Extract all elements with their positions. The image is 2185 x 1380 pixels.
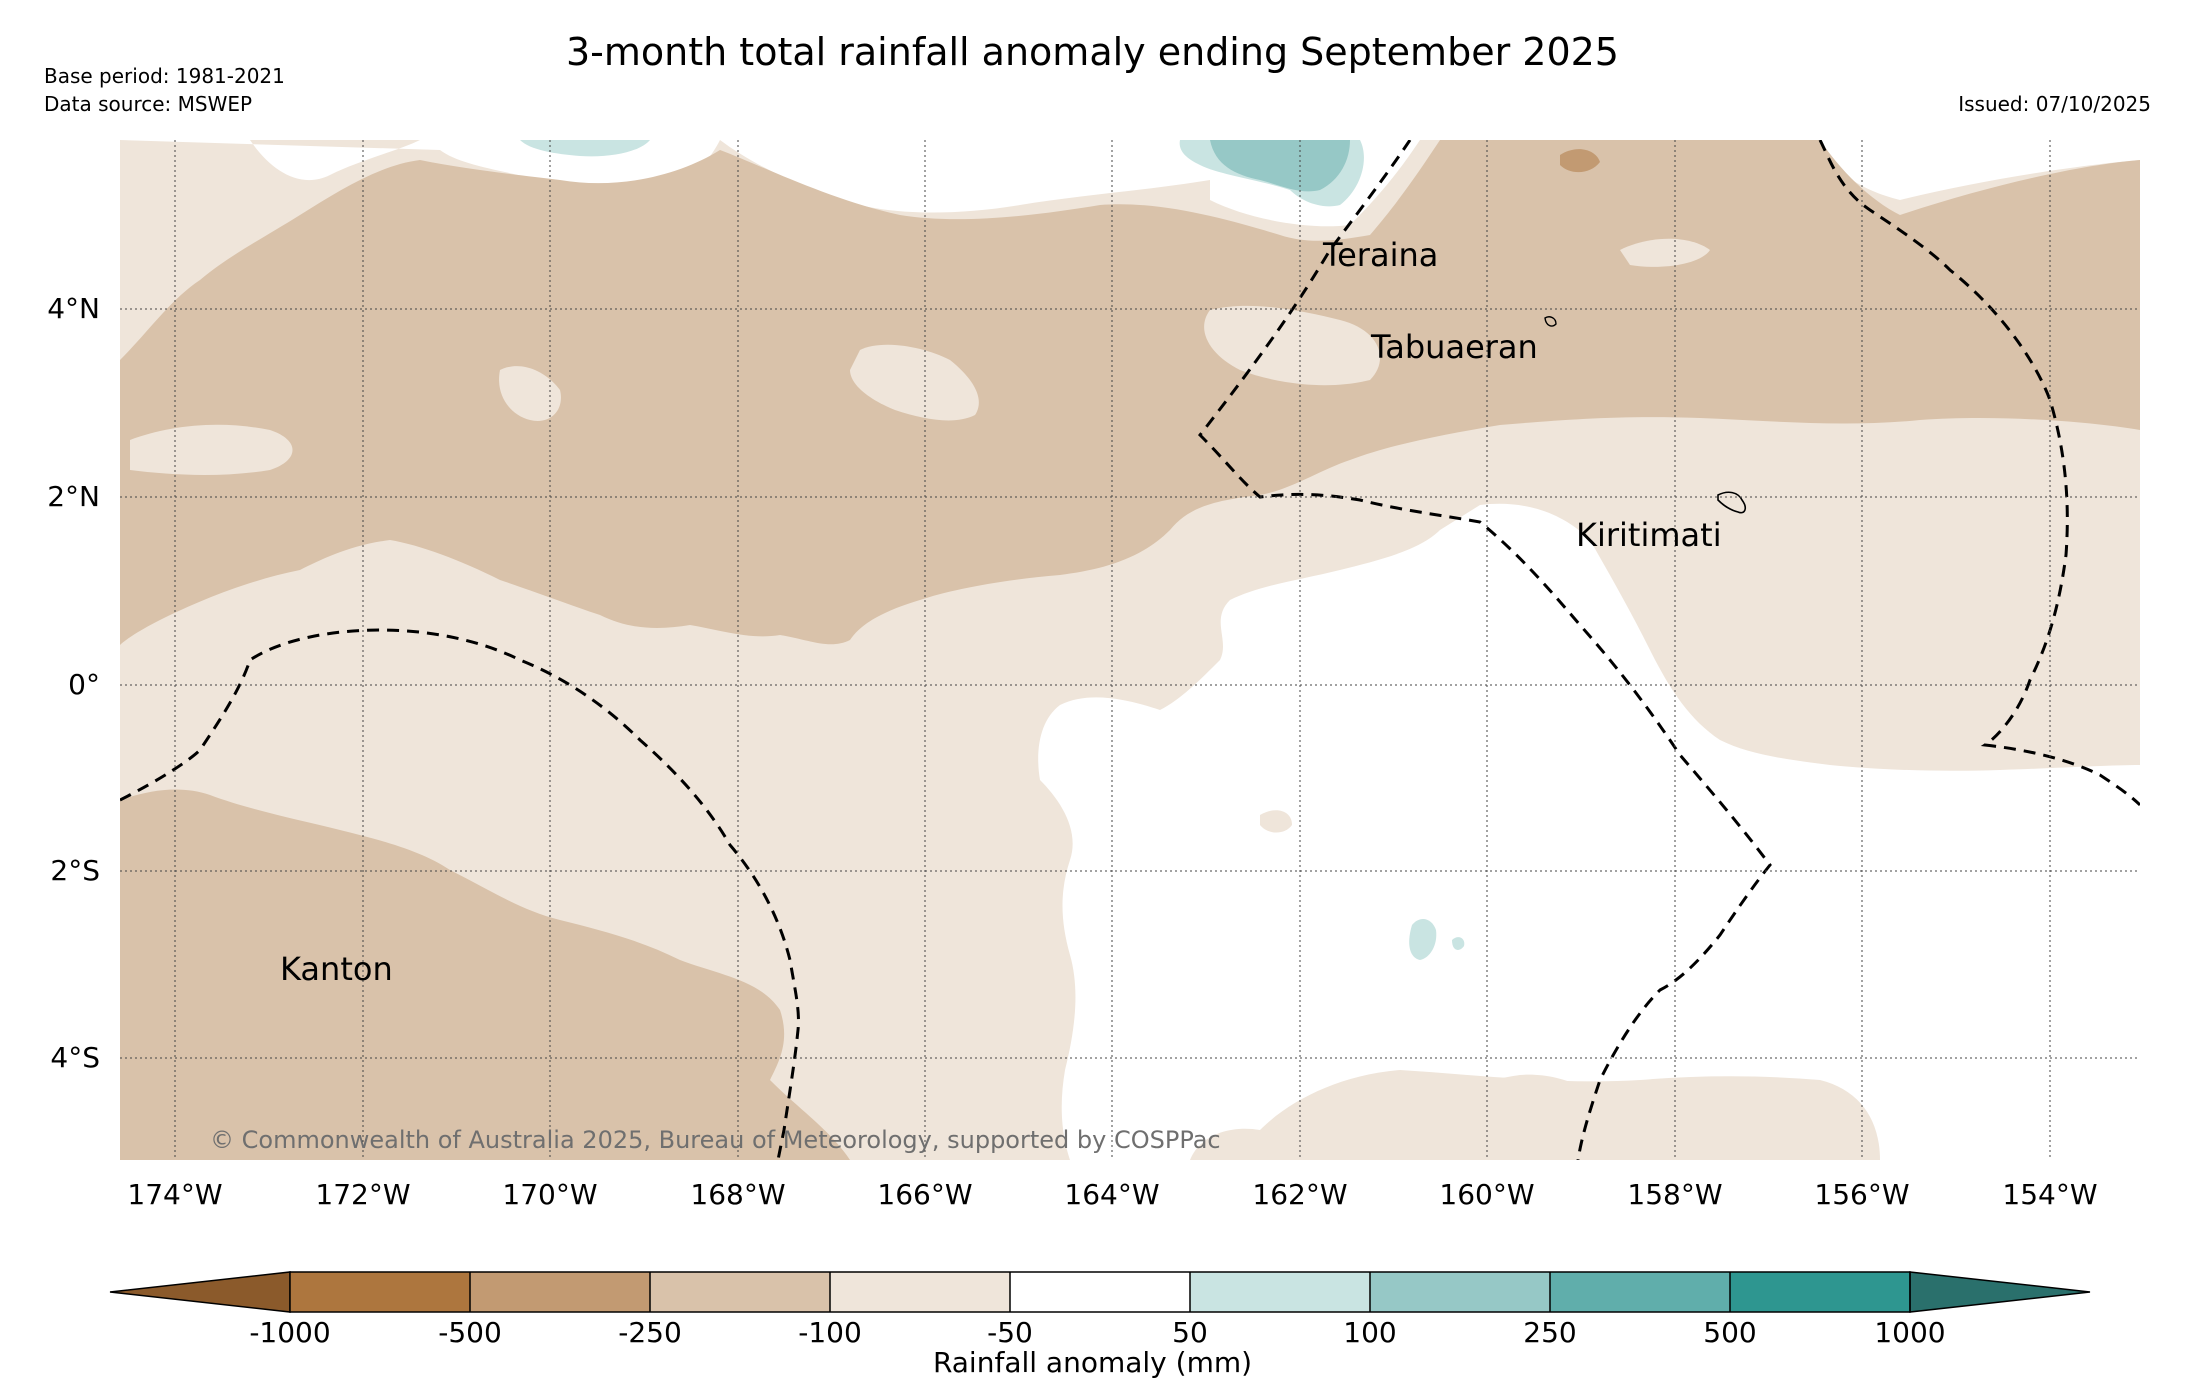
longitude-tick-labels: 174°W 172°W 170°W 168°W 166°W 164°W 162°… — [127, 1178, 2097, 1211]
place-label-kanton: Kanton — [280, 950, 393, 988]
lat-tick-label: 0° — [68, 668, 100, 701]
place-label-teraina: Teraina — [1322, 236, 1438, 274]
kanton-eez-boundary — [120, 628, 800, 1160]
tabuaeran-island-outline — [1544, 316, 1557, 327]
colorbar-title: Rainfall anomaly (mm) — [932, 1346, 1253, 1379]
lon-tick-label: 160°W — [1439, 1178, 1534, 1211]
colorbar-frame — [289, 1271, 1911, 1313]
region-wet-patch-3 — [1210, 140, 1350, 192]
lon-tick-label: 170°W — [502, 1178, 597, 1211]
region-wet-patch-1 — [520, 140, 650, 157]
eez-boundaries — [120, 140, 2140, 1160]
lat-tick-label: 2°N — [47, 480, 100, 513]
place-label-tabuaeran: Tabuaeran — [1370, 328, 1538, 366]
lon-tick-label: 172°W — [315, 1178, 410, 1211]
colorbar-tick-labels: -1000 -500 -250 -100 -50 50 100 250 500 … — [249, 1316, 1945, 1349]
region-hole-3 — [1204, 305, 1380, 386]
colorbar-segment — [1190, 1272, 1370, 1312]
region-hole-5 — [1620, 238, 1710, 267]
line-islands-eez-boundary-east — [1818, 140, 2140, 807]
colorbar-segment — [1550, 1272, 1730, 1312]
rainfall-anomaly-map: 174°W 172°W 170°W 168°W 166°W 164°W 162°… — [47, 140, 2140, 1211]
region-hole-4 — [130, 424, 293, 475]
lon-tick-label: 168°W — [690, 1178, 785, 1211]
region-near-normal-northeast — [1820, 140, 2140, 200]
colorbar-segment — [470, 1272, 650, 1312]
data-source-label: Data source: MSWEP — [44, 92, 253, 116]
region-slightly-dry-south — [1190, 1128, 1269, 1160]
colorbar-tick-label: 1000 — [1874, 1316, 1945, 1349]
colorbar-extend-min — [109, 1271, 291, 1313]
colorbar-segment — [1730, 1272, 1910, 1312]
region-hole-2 — [499, 366, 561, 421]
colorbar-tick-label: 500 — [1703, 1316, 1756, 1349]
region-wet-patch-south-2 — [1452, 937, 1465, 950]
lat-tick-label: 4°S — [50, 1041, 100, 1074]
colorbar-tick-label: -250 — [618, 1316, 682, 1349]
lon-tick-label: 164°W — [1064, 1178, 1159, 1211]
colorbar-segment — [290, 1272, 470, 1312]
colorbar-segment — [830, 1272, 1010, 1312]
colorbar-tick-label: -50 — [987, 1316, 1033, 1349]
region-hole-1 — [850, 344, 979, 421]
line-islands-eez-boundary-west — [1198, 140, 1772, 1160]
region-dry-spot — [1560, 149, 1600, 173]
region-near-normal-central — [1038, 503, 2140, 1160]
colorbar-tick-label: 100 — [1343, 1316, 1396, 1349]
map-title: 3-month total rainfall anomaly ending Se… — [566, 30, 1619, 74]
colorbar-segment — [1010, 1272, 1190, 1312]
colorbar: -1000 -500 -250 -100 -50 50 100 250 500 … — [109, 1271, 2091, 1349]
colorbar-tick-label: -500 — [438, 1316, 502, 1349]
region-dry-south — [120, 789, 850, 1160]
latitude-tick-labels: 4°N 2°N 0° 2°S 4°S — [47, 292, 100, 1074]
kiritimati-island-outline — [1717, 491, 1747, 514]
colorbar-segment — [650, 1272, 830, 1312]
issued-date-label: Issued: 07/10/2025 — [1958, 92, 2151, 116]
lon-tick-label: 162°W — [1252, 1178, 1347, 1211]
lat-tick-label: 2°S — [50, 854, 100, 887]
place-label-kiritimati: Kiritimati — [1576, 516, 1722, 554]
map-plot-area — [120, 140, 2140, 1160]
colorbar-tick-label: -100 — [798, 1316, 862, 1349]
lon-tick-label: 158°W — [1627, 1178, 1722, 1211]
copyright-notice: © Commonwealth of Australia 2025, Bureau… — [210, 1126, 1221, 1154]
lon-tick-label: 156°W — [1814, 1178, 1909, 1211]
region-near-normal-north-2 — [720, 140, 1210, 213]
region-dry-band-north — [120, 140, 2140, 645]
place-labels: Teraina Tabuaeran Kiritimati Kanton — [280, 236, 1722, 988]
colorbar-dividers — [469, 1272, 1731, 1312]
colorbar-segment — [1370, 1272, 1550, 1312]
base-period-label: Base period: 1981-2021 — [44, 64, 285, 88]
colorbar-extend-max — [1909, 1271, 2091, 1313]
metadata-left: Base period: 1981-2021 Data source: MSWE… — [44, 62, 285, 118]
lat-tick-label: 4°N — [47, 292, 100, 325]
graticule — [120, 140, 2140, 1160]
colorbar-tick-label: -1000 — [249, 1316, 330, 1349]
colorbar-tick-label: 250 — [1523, 1316, 1576, 1349]
region-small-light-patch — [1260, 810, 1292, 833]
lon-tick-label: 174°W — [127, 1178, 222, 1211]
region-wet-patch-south-1 — [1409, 918, 1437, 960]
lon-tick-label: 154°W — [2002, 1178, 2097, 1211]
region-slightly-dry-southeast — [1340, 1074, 1630, 1160]
colorbar-tick-label: 50 — [1172, 1316, 1208, 1349]
lon-tick-label: 166°W — [877, 1178, 972, 1211]
